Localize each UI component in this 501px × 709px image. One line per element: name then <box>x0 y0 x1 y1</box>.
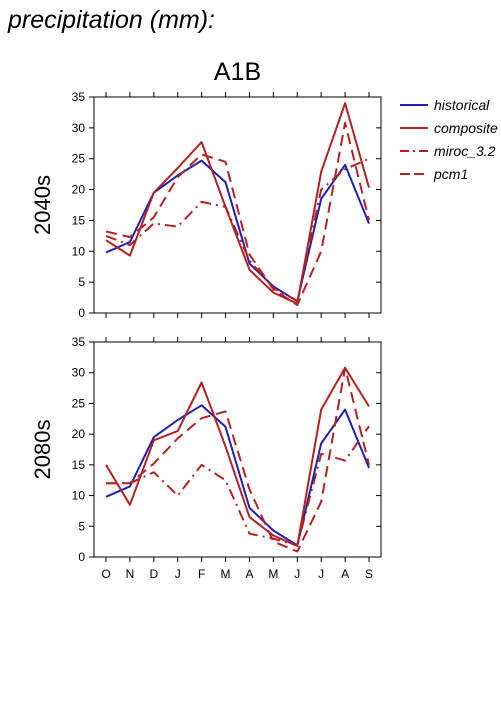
y-tick-label: 0 <box>78 306 85 320</box>
x-tick-label: A <box>341 567 349 581</box>
y-tick-label: 0 <box>78 550 85 564</box>
x-tick-label: M <box>268 567 278 581</box>
x-tick-label: F <box>198 567 205 581</box>
series-line-miroc_3.2 <box>106 425 370 547</box>
x-tick-label: J <box>294 567 300 581</box>
panel-label: 2040s <box>30 175 55 235</box>
x-tick-label: J <box>318 567 324 581</box>
x-tick-label: D <box>149 567 158 581</box>
x-tick-label: J <box>175 567 181 581</box>
y-tick-label: 15 <box>72 458 86 472</box>
y-tick-label: 10 <box>72 244 86 258</box>
y-tick-label: 35 <box>72 90 86 104</box>
page-title: precipitation (mm): <box>8 6 215 34</box>
panel-2080s: 0 5 10 15 20 25 30 35 2080s <box>30 335 382 564</box>
y-tick-label: 5 <box>78 519 85 533</box>
x-tick-label: O <box>101 567 110 581</box>
series-line-composite <box>105 102 370 305</box>
y-tick-label: 20 <box>72 183 86 197</box>
y-tick-label: 25 <box>72 152 86 166</box>
plot-frame <box>93 341 382 558</box>
series-line-pcm1 <box>105 121 370 306</box>
x-tick-label: S <box>365 567 373 581</box>
y-tick-label: 20 <box>72 427 86 441</box>
plot-frame <box>93 96 382 314</box>
legend-label-miroc_3.2: miroc_3.2 <box>434 143 496 159</box>
y-tick-label: 10 <box>72 489 86 503</box>
series-line-composite <box>105 366 370 547</box>
y-tick-label: 30 <box>72 121 86 135</box>
y-tick-label: 15 <box>72 213 86 227</box>
y-tick-label: 5 <box>78 275 85 289</box>
x-tick-label: M <box>221 567 231 581</box>
legend-label-pcm1: pcm1 <box>433 166 468 182</box>
y-tick-label: 35 <box>72 335 86 349</box>
chart-title: A1B <box>214 58 261 86</box>
legend: historical composite miroc_3.2 pcm1 <box>400 97 498 182</box>
x-tick-label: N <box>126 567 135 581</box>
series-line-miroc_3.2 <box>105 157 370 302</box>
panel-label: 2080s <box>30 420 55 480</box>
y-tick-label: 30 <box>72 366 86 380</box>
series-line-historical <box>105 404 370 547</box>
legend-label-historical: historical <box>434 97 490 113</box>
panel-2040s: 0 5 10 15 20 25 30 35 2040s <box>30 90 382 320</box>
x-tick-label: A <box>245 567 253 581</box>
y-tick-label: 25 <box>72 396 86 410</box>
legend-label-composite: composite <box>434 120 498 136</box>
